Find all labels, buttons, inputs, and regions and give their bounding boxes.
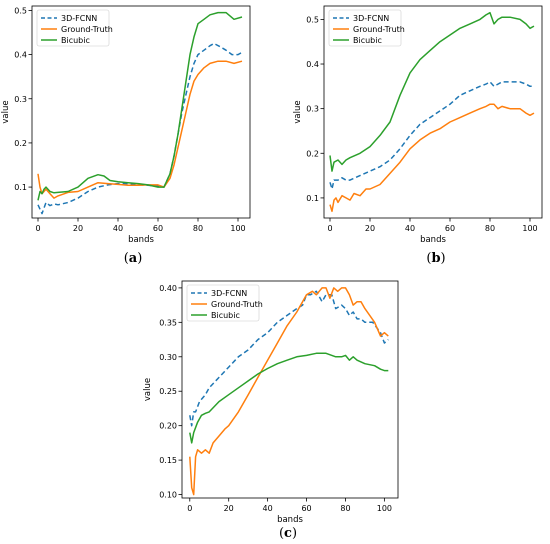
legend-box <box>36 9 110 47</box>
x-tick-label: 20 <box>224 504 234 513</box>
x-tick-label: 80 <box>193 224 203 233</box>
x-tick-label: 40 <box>263 504 273 513</box>
panel-caption: (b) <box>426 251 445 266</box>
x-tick-label: 100 <box>230 224 245 233</box>
x-tick-label: 40 <box>405 224 415 233</box>
y-tick-label: 0.35 <box>159 318 177 327</box>
x-axis-label: bands <box>277 515 303 525</box>
plot-frame <box>181 280 399 499</box>
caption-letter: a <box>129 251 138 266</box>
x-axis-label: bands <box>128 235 154 245</box>
series-line-bicubic <box>329 11 535 172</box>
y-tick-label: 0.3 <box>14 95 27 104</box>
y-tick-label: 0.25 <box>159 387 177 396</box>
x-axis-label: bands <box>420 235 446 245</box>
y-axis-label: value <box>1 100 11 123</box>
caption-letter: b <box>431 251 440 266</box>
y-tick-label: 0.20 <box>159 422 177 431</box>
panel-caption: (a) <box>124 251 143 266</box>
caption-letter: c <box>284 526 292 541</box>
y-tick-label: 0.15 <box>159 456 177 465</box>
x-tick-label: 80 <box>340 504 350 513</box>
plot-frame <box>31 5 251 219</box>
x-tick-label: 100 <box>377 504 392 513</box>
x-tick-label: 100 <box>522 224 537 233</box>
legend-label: 3D-FCNN <box>61 14 97 23</box>
legend-label: Ground-Truth <box>61 25 113 34</box>
chart-panel-3: 0 20 40 60 80 100 0.10 0.15 0.20 0.25 0.30 0.35 0.40… <box>143 280 399 541</box>
x-tick-label: 0 <box>35 224 40 233</box>
x-tick-label: 20 <box>73 224 83 233</box>
y-tick-label: 0.4 <box>14 51 27 60</box>
legend-box <box>186 284 260 322</box>
legend-label: Ground-Truth <box>353 25 405 34</box>
legend: 3D-FCNN Ground-Truth Bicubic <box>186 284 263 322</box>
y-tick-label: 0.5 <box>306 15 319 24</box>
legend-label: 3D-FCNN <box>211 289 247 298</box>
y-axis-label: value <box>293 100 303 123</box>
legend-label: Bicubic <box>211 311 240 320</box>
legend-label: Bicubic <box>61 36 90 45</box>
y-tick-label: 0.3 <box>306 105 319 114</box>
legend-box <box>328 9 402 47</box>
x-tick-label: 80 <box>485 224 495 233</box>
panel-caption: (c) <box>279 526 297 541</box>
caption-paren: ) <box>441 251 446 266</box>
y-tick-label: 0.4 <box>306 60 319 69</box>
y-tick-label: 0.1 <box>14 183 27 192</box>
caption-paren: ( <box>124 251 129 266</box>
legend-label: 3D-FCNN <box>353 14 389 23</box>
legend-label: Ground-Truth <box>211 300 263 309</box>
caption-paren: ) <box>137 251 142 266</box>
chart-panel-1: 0 20 40 60 80 100 0.1 0.2 0.3 0.4 0.5 bands value 3D-… <box>1 5 251 266</box>
caption-paren: ( <box>426 251 431 266</box>
x-tick-label: 60 <box>445 224 455 233</box>
series-line-3d-fcnn <box>37 42 243 215</box>
y-tick-label: 0.1 <box>306 194 319 203</box>
x-tick-label: 0 <box>187 504 192 513</box>
y-tick-label: 0.2 <box>14 139 27 148</box>
series-line-ground-truth <box>329 103 535 213</box>
x-tick-label: 60 <box>301 504 311 513</box>
y-tick-label: 0.40 <box>159 284 177 293</box>
caption-paren: ( <box>279 526 284 541</box>
plot-frame <box>323 5 543 219</box>
series-line-bicubic <box>37 11 243 201</box>
legend: 3D-FCNN Ground-Truth Bicubic <box>36 9 113 47</box>
series-line-ground-truth <box>189 287 389 496</box>
caption-paren: ) <box>292 526 297 541</box>
x-tick-label: 60 <box>153 224 163 233</box>
y-axis-label: value <box>143 378 153 401</box>
x-tick-label: 0 <box>327 224 332 233</box>
y-tick-label: 0.10 <box>159 491 177 500</box>
y-tick-label: 0.2 <box>306 149 319 158</box>
series-line-bicubic <box>189 352 389 444</box>
series-line-3d-fcnn <box>329 81 534 190</box>
legend-label: Bicubic <box>353 36 382 45</box>
series-line-3d-fcnn <box>189 290 389 427</box>
chart-panel-2: 0 20 40 60 80 100 0.1 0.2 0.3 0.4 0.5 bands value 3D-… <box>293 5 543 266</box>
x-tick-label: 40 <box>113 224 123 233</box>
x-tick-label: 20 <box>365 224 375 233</box>
legend: 3D-FCNN Ground-Truth Bicubic <box>328 9 405 47</box>
y-tick-label: 0.30 <box>159 353 177 362</box>
series-line-ground-truth <box>37 60 243 199</box>
y-tick-label: 0.5 <box>14 6 27 15</box>
